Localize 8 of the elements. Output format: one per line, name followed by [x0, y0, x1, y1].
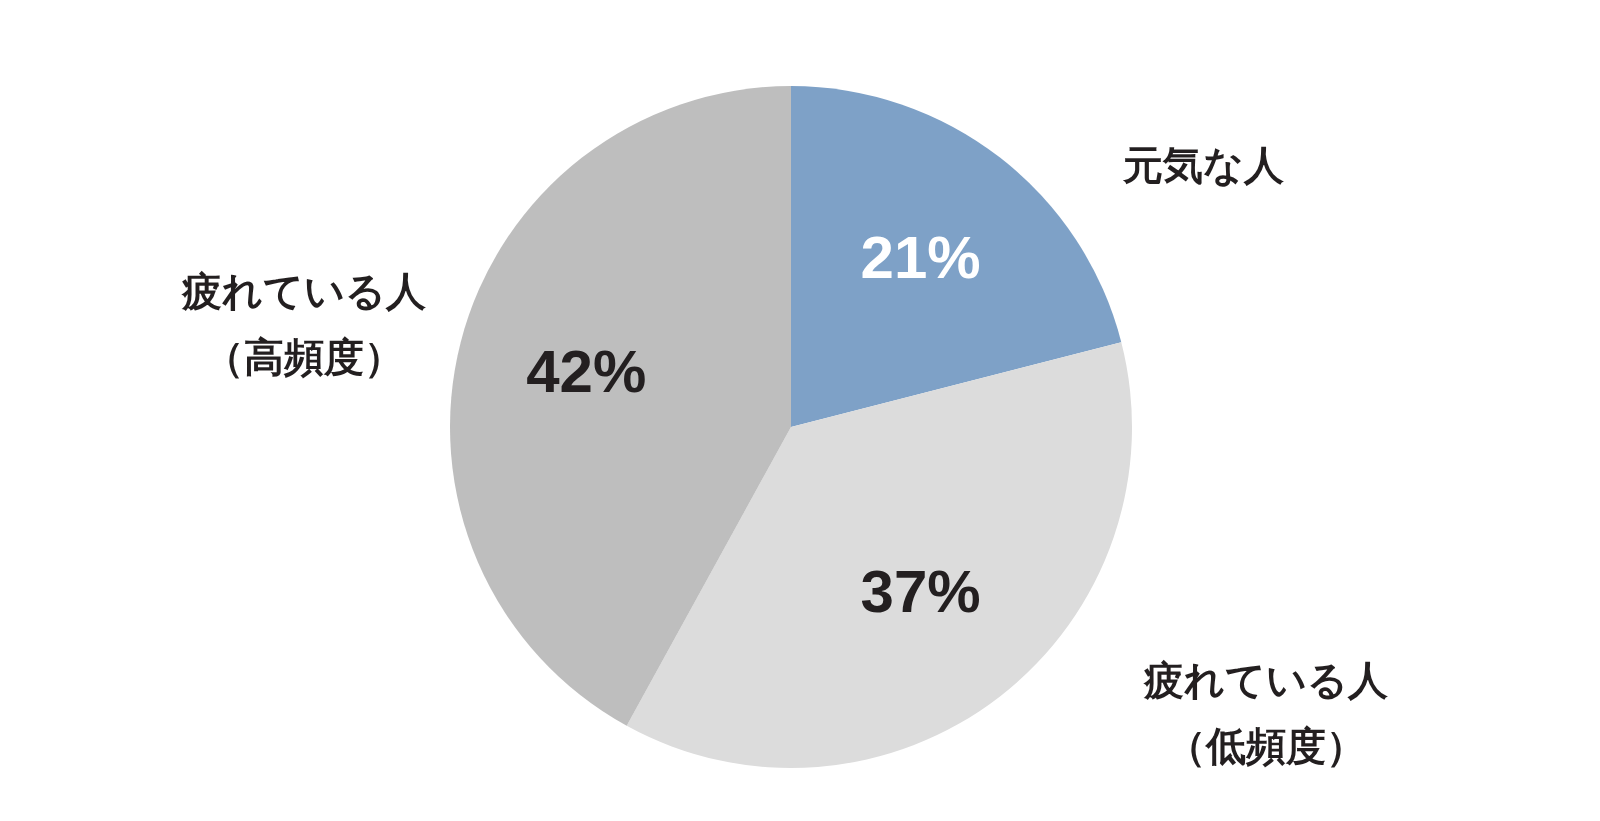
pie-slice [791, 86, 1122, 427]
slice-label: 疲れている人（低頻度） [1142, 656, 1389, 769]
slice-label: 疲れている人（高頻度） [181, 267, 428, 380]
data-label: 37% [860, 558, 981, 626]
data-label: 21% [860, 223, 981, 291]
pie-slice [450, 86, 791, 726]
slice-label: 元気な人 [1122, 142, 1286, 189]
data-label: 42% [526, 338, 647, 406]
